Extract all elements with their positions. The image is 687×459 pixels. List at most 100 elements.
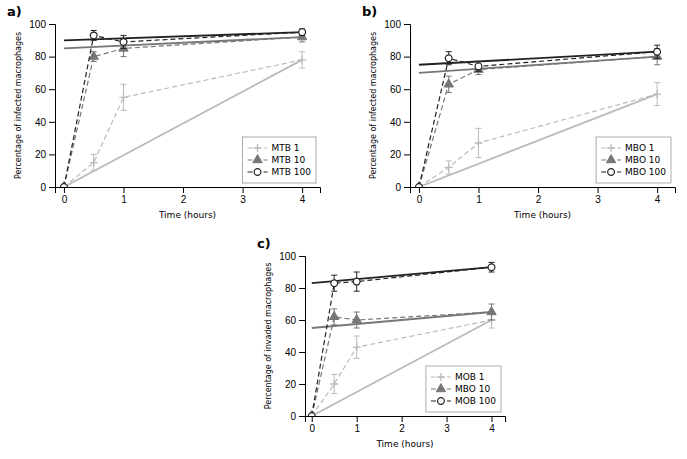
y-tick-mark bbox=[49, 57, 55, 58]
legend-label: MTB 10 bbox=[272, 155, 306, 165]
error-bar-cap bbox=[354, 272, 360, 273]
point-marker bbox=[120, 39, 127, 46]
error-bar bbox=[654, 45, 660, 58]
point-marker bbox=[488, 264, 495, 271]
error-bar-cap bbox=[299, 41, 305, 42]
x-tick-mark bbox=[123, 187, 124, 193]
legend-entry: MBO 10 bbox=[601, 155, 660, 166]
legend-swatch-marker bbox=[254, 169, 261, 176]
y-tick: 60 bbox=[35, 84, 55, 95]
legend-swatch-marker bbox=[607, 144, 615, 152]
point-marker bbox=[353, 278, 360, 285]
error-bar-cap bbox=[120, 110, 126, 111]
point-marker bbox=[330, 380, 338, 388]
x-tick-label: 3 bbox=[240, 194, 246, 205]
error-bar-cap bbox=[331, 324, 337, 325]
legend-swatch-marker bbox=[253, 155, 262, 163]
y-tick: 80 bbox=[390, 51, 410, 62]
x-tick-mark bbox=[447, 416, 448, 422]
error-bar bbox=[475, 61, 481, 71]
y-tick: 20 bbox=[285, 379, 305, 390]
error-bar-cap bbox=[654, 64, 660, 65]
series bbox=[308, 312, 496, 416]
panel-label: a) bbox=[7, 4, 22, 19]
x-tick: 0 bbox=[309, 416, 315, 434]
error-bar-cap bbox=[91, 30, 97, 31]
y-axis-line bbox=[299, 257, 306, 417]
error-bar-cap bbox=[489, 304, 495, 305]
x-tick-mark bbox=[312, 416, 313, 422]
y-tick-label: 80 bbox=[35, 51, 47, 62]
x-axis-line bbox=[56, 188, 321, 194]
x-tick-mark bbox=[478, 187, 479, 193]
x-tick-mark bbox=[598, 187, 599, 193]
x-tick: 3 bbox=[444, 416, 450, 434]
error-bar-cap bbox=[654, 105, 660, 106]
error-bar bbox=[91, 154, 97, 170]
point-marker bbox=[299, 29, 306, 36]
x-tick: 2 bbox=[399, 416, 405, 434]
y-axis-title: Percentage of invaded macrophages bbox=[264, 263, 273, 410]
point-marker bbox=[307, 411, 316, 416]
y-tick-mark bbox=[404, 122, 410, 123]
point-marker bbox=[653, 90, 661, 98]
x-tick-mark bbox=[183, 187, 184, 193]
y-axis: 020406080100 bbox=[384, 19, 410, 193]
y-tick-mark bbox=[299, 320, 305, 321]
y-tick-label: 20 bbox=[390, 149, 402, 160]
y-axis-title: Percentage of infected macrophages bbox=[14, 32, 23, 179]
point-marker bbox=[308, 412, 316, 416]
error-bar-cap bbox=[120, 56, 126, 57]
point-marker bbox=[415, 183, 423, 187]
y-tick-mark bbox=[49, 122, 55, 123]
point-marker bbox=[444, 79, 453, 87]
y-tick: 60 bbox=[390, 84, 410, 95]
point-marker bbox=[414, 182, 423, 187]
panel-label: c) bbox=[257, 236, 271, 251]
x-tick: 3 bbox=[595, 187, 601, 205]
error-bar-cap bbox=[331, 393, 337, 394]
y-tick: 60 bbox=[285, 315, 305, 326]
legend-box bbox=[243, 137, 316, 183]
legend-swatch-marker bbox=[606, 155, 615, 163]
y-tick-mark bbox=[404, 154, 410, 155]
y-tick-label: 40 bbox=[35, 117, 47, 128]
x-tick: 3 bbox=[240, 187, 246, 205]
error-bar-cap bbox=[489, 320, 495, 321]
point-marker bbox=[416, 184, 423, 187]
legend: MBO 1MBO 10MBO 100 bbox=[596, 137, 671, 183]
legend-box bbox=[596, 137, 671, 183]
point-marker bbox=[331, 280, 338, 287]
legend-swatch-marker bbox=[437, 373, 445, 381]
y-tick: 20 bbox=[35, 149, 55, 160]
error-bar-cap bbox=[120, 48, 126, 49]
error-bar-cap bbox=[475, 61, 481, 62]
legend-label: MTB 1 bbox=[272, 143, 300, 153]
legend-box bbox=[426, 366, 501, 412]
y-tick-mark bbox=[299, 384, 305, 385]
point-marker bbox=[60, 183, 68, 187]
error-bar bbox=[446, 52, 452, 65]
y-tick-label: 80 bbox=[285, 283, 297, 294]
y-tick-label: 20 bbox=[35, 149, 47, 160]
y-tick-mark bbox=[404, 89, 410, 90]
error-bar-cap bbox=[120, 35, 126, 36]
point-marker bbox=[353, 343, 361, 351]
y-axis: 020406080100 bbox=[29, 19, 55, 193]
point-marker bbox=[654, 48, 661, 55]
x-tick: 1 bbox=[121, 187, 127, 205]
error-bar-cap bbox=[331, 291, 337, 292]
error-bar-cap bbox=[446, 64, 452, 65]
y-axis-line bbox=[404, 25, 411, 188]
error-bar-cap bbox=[654, 45, 660, 46]
error-bar-cap bbox=[354, 291, 360, 292]
legend-entry: MBO 100 bbox=[601, 167, 666, 177]
point-marker bbox=[119, 93, 127, 101]
x-axis: 01234 bbox=[56, 187, 321, 205]
error-bar-cap bbox=[654, 58, 660, 59]
y-tick: 80 bbox=[35, 51, 55, 62]
error-bar-cap bbox=[446, 160, 452, 161]
y-tick: 0 bbox=[290, 411, 305, 422]
point-marker bbox=[352, 315, 361, 323]
x-tick: 0 bbox=[62, 187, 68, 205]
